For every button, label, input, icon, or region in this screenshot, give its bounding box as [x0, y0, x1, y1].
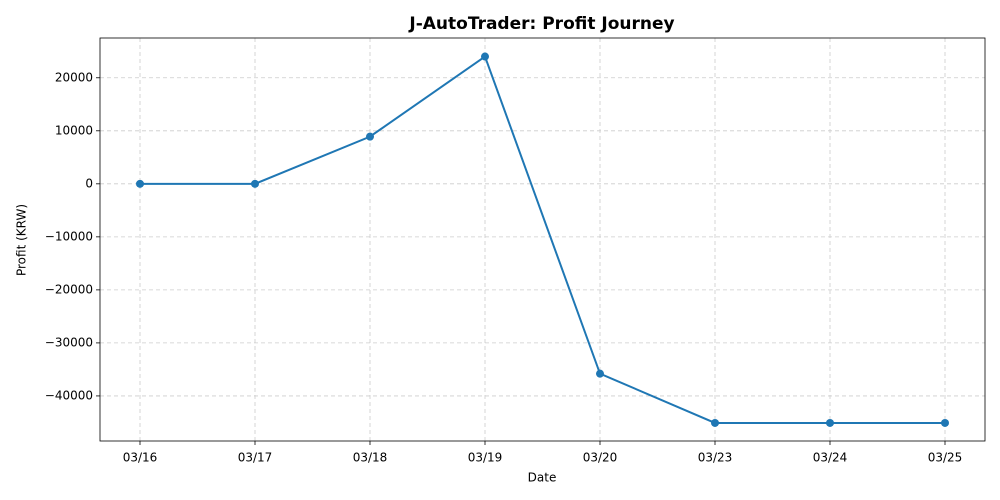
y-tick-label: −20000 [45, 282, 93, 296]
x-tick-label: 03/24 [813, 451, 848, 465]
y-tick-label: −40000 [45, 388, 93, 402]
y-tick-label: −10000 [45, 229, 93, 243]
point [596, 369, 604, 378]
x-tick-label: 03/19 [468, 451, 503, 465]
y-tick-label: 0 [85, 176, 93, 190]
plot-frame [99, 37, 986, 442]
point [251, 179, 259, 188]
x-tick-label: 03/23 [698, 451, 733, 465]
x-axis-label: Date [528, 471, 557, 485]
x-tick-label: 03/17 [238, 451, 273, 465]
x-tick-label: 03/18 [353, 451, 388, 465]
chart-title: J-AutoTrader: Profit Journey [408, 14, 674, 34]
x-tick-label: 03/20 [583, 451, 618, 465]
y-tick-label: −30000 [45, 335, 93, 349]
point [941, 418, 949, 427]
y-tick-label: 10000 [55, 123, 93, 137]
point [366, 132, 374, 141]
y-tick-label: 20000 [55, 70, 93, 84]
point [711, 418, 719, 427]
y-axis-label: Profit (KRW) [15, 204, 29, 276]
point [826, 418, 834, 427]
point [136, 179, 144, 188]
point [481, 52, 489, 61]
line [140, 54, 945, 424]
x-tick-label: 03/25 [928, 451, 963, 465]
x-tick-label: 03/16 [123, 451, 158, 465]
